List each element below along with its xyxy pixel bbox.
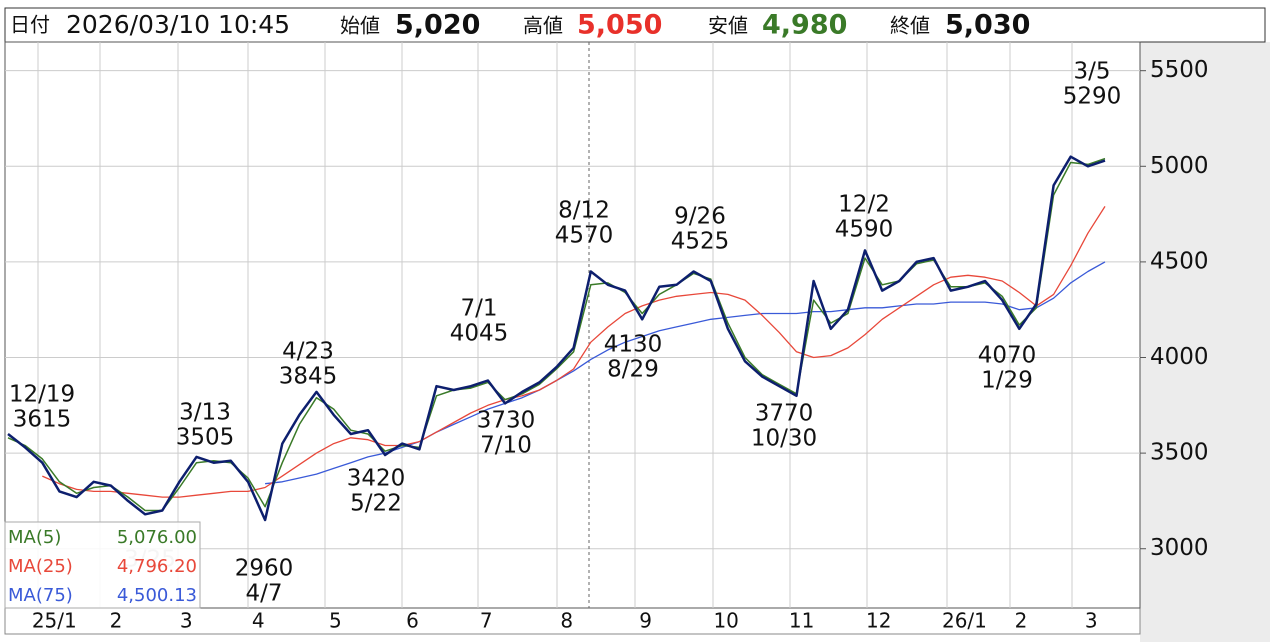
x-tick-label: 6 bbox=[406, 609, 419, 633]
annotation: 9/26 bbox=[674, 204, 726, 230]
y-tick-label: 4000 bbox=[1150, 344, 1209, 370]
x-tick-label: 10 bbox=[713, 609, 738, 633]
open-label: 始値 bbox=[340, 14, 380, 38]
annotation: 4525 bbox=[671, 229, 730, 255]
y-tick-label: 5000 bbox=[1150, 153, 1209, 179]
annotation: 4570 bbox=[555, 223, 614, 249]
x-tick-label: 11 bbox=[789, 609, 814, 633]
annotation: 3730 bbox=[477, 408, 536, 434]
low-label: 安値 bbox=[708, 14, 748, 38]
annotation: 7/1 bbox=[460, 296, 497, 322]
close-label: 終値 bbox=[890, 14, 930, 38]
y-tick-label: 3500 bbox=[1150, 440, 1209, 466]
annotation: 3420 bbox=[347, 466, 406, 492]
annotation: 4590 bbox=[835, 217, 894, 243]
annotation: 8/12 bbox=[558, 198, 610, 224]
legend-name: MA(5) bbox=[8, 527, 61, 548]
annotation: 3/5 bbox=[1073, 59, 1110, 85]
annotation: 4/23 bbox=[282, 339, 334, 365]
x-tick-label: 2 bbox=[110, 609, 123, 633]
price-line bbox=[7, 155, 1106, 522]
plot-frame bbox=[4, 41, 1141, 609]
legend-name: MA(25) bbox=[8, 556, 73, 577]
legend-value: 4,796.20 bbox=[117, 556, 197, 577]
legend-value: 5,076.00 bbox=[117, 527, 197, 548]
header-bar bbox=[4, 7, 1266, 43]
x-tick-label: 2 bbox=[1015, 609, 1028, 633]
annotation: 4130 bbox=[604, 332, 663, 358]
annotation: 4/7 bbox=[245, 581, 282, 607]
close-value: 5,030 bbox=[945, 10, 1030, 41]
plot: 3000 3500 4000 4500 5000 5500 25/1 2 3 4 5 6 7 8 9 10 11… bbox=[4, 42, 1209, 633]
x-tick-label: 8 bbox=[560, 609, 573, 633]
annotation: 3/13 bbox=[179, 400, 231, 426]
annotation: 1/29 bbox=[981, 368, 1033, 394]
x-tick-label: 7 bbox=[480, 609, 493, 633]
y-tick-label: 4500 bbox=[1150, 248, 1209, 274]
annotation: 2960 bbox=[235, 556, 294, 582]
annotation: 3845 bbox=[279, 364, 338, 390]
y-tick-label: 3000 bbox=[1150, 535, 1209, 561]
x-tick-label: 4 bbox=[252, 609, 265, 633]
high-label: 高値 bbox=[523, 14, 563, 38]
x-tick-label: 9 bbox=[639, 609, 652, 633]
axis-panel bbox=[1140, 42, 1270, 642]
annotation: 3505 bbox=[176, 425, 235, 451]
annotation: 3615 bbox=[13, 407, 72, 433]
x-tick-label: 3 bbox=[180, 609, 193, 633]
x-tick-label: 12 bbox=[866, 609, 891, 633]
annotation: 8/29 bbox=[607, 357, 659, 383]
high-value: 5,050 bbox=[577, 10, 662, 41]
legend-value: 4,500.13 bbox=[117, 585, 197, 606]
annotation: 3770 bbox=[755, 401, 814, 427]
open-value: 5,020 bbox=[395, 10, 480, 41]
annotation: 4070 bbox=[978, 343, 1037, 369]
x-tick-label: 5 bbox=[329, 609, 342, 633]
annotation: 12/19 bbox=[9, 382, 75, 408]
date-label: 日付 bbox=[10, 13, 50, 37]
x-tick-label: 3 bbox=[1085, 609, 1098, 633]
annotation: 4045 bbox=[450, 321, 509, 347]
x-axis-strip bbox=[4, 607, 1141, 635]
annotation: 7/10 bbox=[480, 433, 532, 459]
x-tick-label: 26/1 bbox=[942, 609, 987, 633]
ma-line bbox=[7, 157, 1106, 512]
legend-name: MA(75) bbox=[8, 585, 73, 606]
annotation: 5290 bbox=[1063, 84, 1122, 110]
datetime: 2026/03/10 10:45 bbox=[66, 10, 290, 39]
annotation: 5/22 bbox=[350, 491, 402, 517]
legend-box bbox=[4, 521, 201, 609]
ma-line bbox=[42, 206, 1106, 498]
x-tick-label: 25/1 bbox=[32, 609, 77, 633]
low-value: 4,980 bbox=[762, 10, 847, 41]
y-tick-label: 5500 bbox=[1150, 57, 1209, 83]
annotation: 12/2 bbox=[838, 192, 890, 218]
annotation: 10/30 bbox=[751, 426, 817, 452]
